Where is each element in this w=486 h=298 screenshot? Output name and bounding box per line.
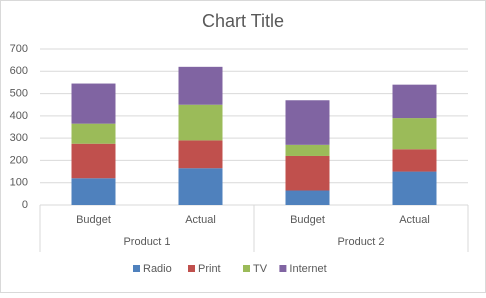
bar-segment — [71, 123, 116, 144]
bar-segment — [178, 140, 223, 169]
legend-label: Internet — [289, 263, 326, 275]
x-tick-label: Actual — [399, 214, 430, 226]
bar-segment — [71, 143, 116, 179]
y-tick-label: 100 — [10, 177, 28, 189]
bar-segment — [392, 171, 437, 205]
bar-segment — [178, 168, 223, 205]
y-tick-label: 400 — [10, 110, 28, 122]
legend-swatch — [133, 265, 140, 272]
y-tick-label: 0 — [22, 199, 28, 211]
group-label: Product 1 — [123, 236, 170, 248]
bar-segment — [392, 84, 437, 119]
bar-segment — [178, 66, 223, 105]
legend-label: TV — [253, 263, 268, 275]
x-tick-label: Actual — [185, 214, 216, 226]
bar-segment — [285, 100, 330, 145]
y-tick-label: 500 — [10, 87, 28, 99]
bar-segment — [285, 190, 330, 205]
y-tick-label: 600 — [10, 65, 28, 77]
legend-label: Print — [198, 263, 221, 275]
bar-segment — [71, 178, 116, 205]
legend-label: Radio — [143, 263, 172, 275]
bar-segment — [392, 149, 437, 172]
bar-segment — [285, 155, 330, 191]
bar-segment — [392, 118, 437, 150]
legend-swatch — [188, 265, 195, 272]
bar-segment — [285, 144, 330, 156]
x-tick-label: Budget — [290, 214, 325, 226]
chart-title: Chart Title — [202, 11, 284, 31]
y-tick-label: 700 — [10, 43, 28, 55]
legend-swatch — [243, 265, 250, 272]
x-tick-label: Budget — [76, 214, 111, 226]
group-label: Product 2 — [337, 236, 384, 248]
legend-swatch — [279, 265, 287, 272]
bar-segment — [71, 83, 116, 124]
y-tick-label: 200 — [10, 154, 28, 166]
y-tick-label: 300 — [10, 132, 28, 144]
bar-segment — [178, 104, 223, 141]
